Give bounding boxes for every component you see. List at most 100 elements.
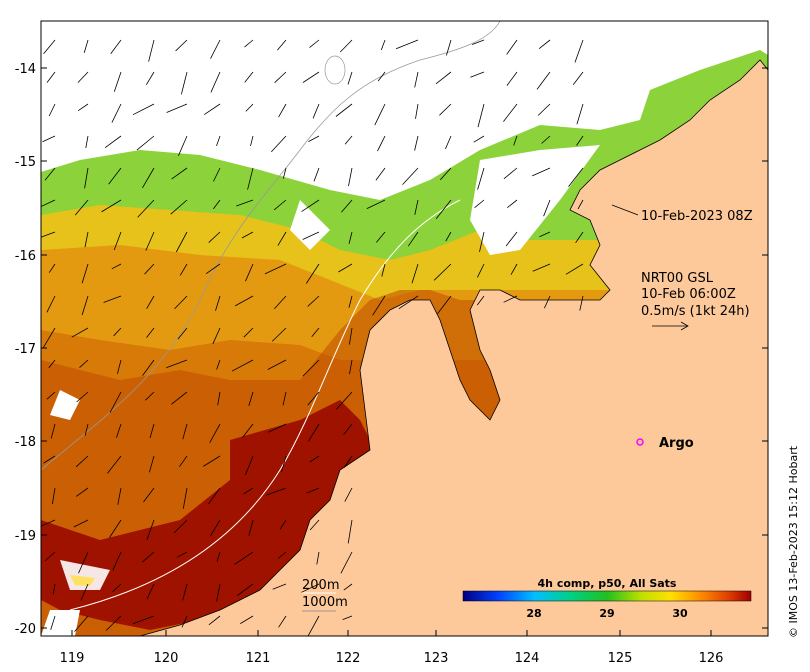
x-tick-label: 125 (608, 651, 633, 666)
current-arrow (302, 71, 320, 83)
current-arrow (513, 135, 518, 146)
current-arrow (216, 359, 221, 370)
current-arrow (145, 71, 155, 86)
current-arrow (271, 327, 287, 342)
current-arrow (375, 167, 386, 181)
current-arrow (244, 71, 254, 83)
current-arrow (43, 39, 56, 54)
current-arrow (166, 103, 188, 113)
current-arrow (208, 615, 221, 626)
current-arrow (145, 391, 155, 401)
current-arrow (132, 103, 155, 116)
current-arrow (415, 103, 419, 119)
current-arrow (477, 103, 485, 128)
current-arrow (204, 103, 221, 115)
current-arrow (182, 487, 188, 509)
current-arrow (241, 231, 254, 239)
y-tick-label: -16 (15, 249, 36, 264)
current-arrow (231, 359, 254, 372)
current-arrow (473, 135, 485, 143)
current-arrow (277, 551, 287, 559)
current-arrow (435, 199, 452, 219)
current-arrow (74, 199, 89, 216)
current-arrow (145, 231, 155, 251)
current-arrow (342, 615, 353, 620)
current-arrow (313, 167, 320, 182)
y-tick-label: -15 (15, 155, 36, 170)
current-arrow (83, 39, 89, 54)
current-arrow (43, 455, 56, 464)
current-arrow (48, 359, 56, 369)
current-arrow (510, 263, 518, 275)
current-arrow (108, 167, 122, 185)
current-arrow (503, 103, 518, 122)
timestamp-label: 10-Feb-2023 08Z (641, 209, 753, 224)
current-arrow (205, 263, 221, 275)
land-mass (140, 60, 768, 636)
current-arrow (544, 295, 551, 309)
current-arrow (117, 359, 122, 374)
current-arrow (411, 263, 419, 284)
x-tick-label: 123 (424, 651, 449, 666)
current-arrow (175, 39, 188, 52)
current-arrow (343, 583, 353, 591)
y-tick-label: -17 (15, 342, 36, 357)
current-arrow (213, 167, 221, 182)
current-arrow (309, 519, 320, 531)
current-arrow (307, 391, 320, 406)
current-arrow (142, 359, 155, 376)
current-arrow (348, 295, 353, 308)
current-arrow (543, 199, 551, 217)
current-arrow (46, 71, 56, 83)
current-arrow (171, 167, 188, 180)
current-arrow (216, 551, 221, 562)
current-arrow (208, 487, 221, 505)
y-axis: -14 -15 -16 -17 -18 -19 -20 (15, 62, 768, 637)
current-arrow (136, 135, 155, 151)
current-arrow (113, 327, 122, 337)
current-arrow (242, 423, 254, 438)
x-axis: 119 120 121 122 123 124 125 126 (60, 630, 723, 666)
current-arrow (312, 103, 320, 119)
current-arrow (281, 455, 287, 472)
current-arrow (149, 455, 155, 473)
current-arrow (203, 455, 221, 467)
x-tick-label: 124 (515, 651, 540, 666)
current-arrow (301, 583, 320, 593)
x-tick-label: 121 (246, 651, 271, 666)
current-arrow (142, 167, 155, 189)
current-arrow (146, 519, 155, 541)
current-arrow (248, 391, 254, 407)
current-arrow (374, 103, 386, 126)
current-arrow (48, 263, 56, 273)
current-arrow (308, 135, 320, 142)
current-arrow (537, 103, 551, 116)
current-arrow (579, 295, 584, 311)
current-arrow (539, 231, 551, 238)
current-arrow (307, 615, 320, 636)
current-arrow (74, 615, 89, 632)
current-arrow (474, 199, 485, 209)
current-arrow (247, 167, 254, 190)
current-arrow (398, 295, 419, 310)
current-arrow (236, 199, 254, 207)
scale-arrow-icon (652, 321, 689, 331)
current-arrow (50, 423, 56, 439)
current-arrow (308, 423, 320, 442)
current-arrow (109, 519, 122, 538)
current-arrow (113, 71, 122, 92)
current-arrow (506, 71, 518, 86)
current-arrow (245, 263, 254, 282)
current-arrow (112, 551, 122, 571)
current-arrow (46, 295, 56, 313)
current-arrow (146, 327, 155, 338)
depth-200m-label: 200m (302, 578, 339, 593)
current-arrow (42, 135, 56, 143)
current-arrow (316, 551, 320, 565)
argo-marker-icon (636, 438, 644, 446)
current-arrow (278, 615, 287, 628)
current-arrow (435, 71, 452, 85)
current-arrow (349, 327, 353, 345)
current-arrow (377, 135, 386, 152)
current-arrow (84, 167, 89, 189)
